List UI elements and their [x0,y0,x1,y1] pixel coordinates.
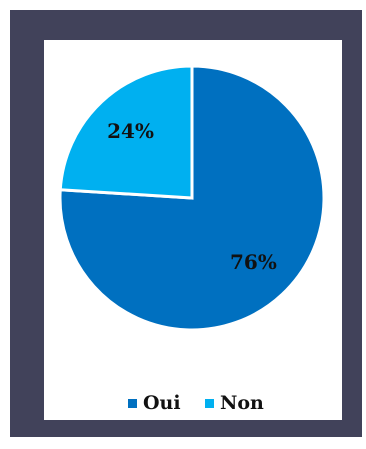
legend-label: Oui [143,392,181,414]
legend-label: Non [220,392,264,414]
pie: 76% 24% [58,64,326,332]
legend-swatch [205,399,214,408]
legend-swatch [128,399,137,408]
pie-slice [58,64,326,332]
data-label: 76% [230,250,277,274]
pie-slice [58,64,194,200]
data-label: 24% [107,119,154,143]
legend: Oui Non [128,392,264,414]
